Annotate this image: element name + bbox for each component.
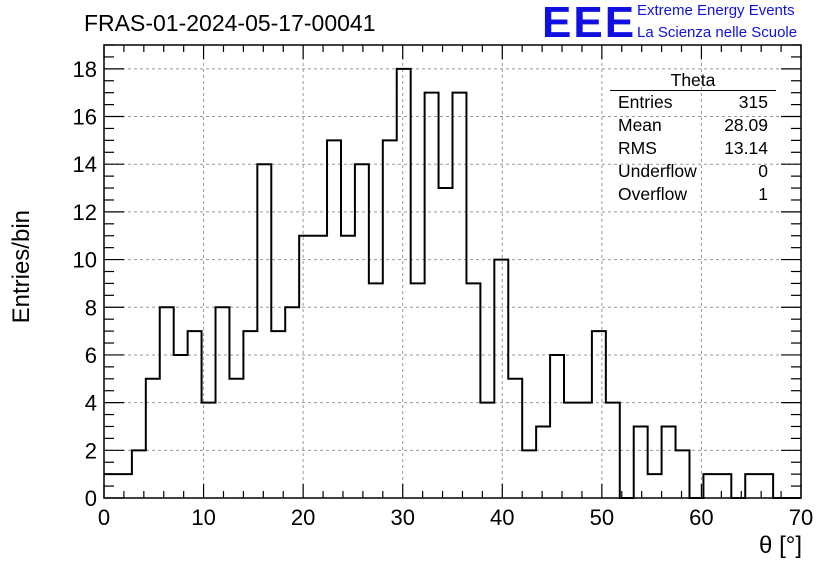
- y-tick-label: 10: [73, 248, 97, 273]
- chart-title: FRAS-01-2024-05-17-00041: [84, 10, 376, 36]
- stats-row-mean: Mean 28.09: [610, 114, 776, 137]
- plot-frame: [103, 44, 802, 499]
- y-tick-label: 14: [73, 152, 97, 177]
- stats-value: 0: [758, 161, 768, 181]
- y-tick-label: 18: [73, 57, 97, 82]
- eee-logo: EEE: [542, 0, 637, 47]
- stats-label: Overflow: [618, 184, 688, 204]
- histogram-line: [104, 67, 801, 499]
- stats-row-entries: Entries 315: [610, 91, 776, 114]
- x-tick-label: 60: [689, 505, 713, 530]
- x-tick-label: 50: [590, 505, 614, 530]
- logo-line-2: La Scienza nelle Scuole: [637, 24, 798, 41]
- y-tick-label: 16: [73, 105, 97, 130]
- stats-value: 1: [758, 184, 768, 204]
- y-tick-label: 12: [73, 200, 97, 225]
- x-axis-label: θ [°]: [759, 532, 802, 559]
- x-tick-label: 40: [490, 505, 514, 530]
- stats-title: Theta: [610, 70, 776, 91]
- y-tick-label: 6: [85, 343, 97, 368]
- stats-label: Mean: [618, 115, 662, 135]
- x-tick-label: 30: [390, 505, 414, 530]
- stats-label: RMS: [618, 138, 657, 158]
- x-tick-label: 0: [98, 505, 110, 530]
- stats-value: 28.09: [724, 115, 768, 135]
- stats-label: Entries: [618, 92, 673, 112]
- y-axis-label: Entries/bin: [8, 210, 35, 324]
- x-tick-label: 20: [291, 505, 315, 530]
- x-tick-label: 10: [191, 505, 215, 530]
- stats-row-underflow: Underflow 0: [610, 160, 776, 183]
- logo-line-1: Extreme Energy Events: [637, 2, 795, 19]
- y-tick-label: 2: [85, 438, 97, 463]
- axis-ticks: [103, 44, 802, 499]
- y-tick-label: 8: [85, 295, 97, 320]
- x-tick-label: 70: [789, 505, 813, 530]
- stats-value: 315: [738, 92, 768, 112]
- stats-label: Underflow: [618, 161, 697, 181]
- y-tick-label: 4: [85, 391, 97, 416]
- stats-box: Theta Entries 315 Mean 28.09 RMS 13.14 U…: [610, 70, 776, 206]
- stats-row-rms: RMS 13.14: [610, 137, 776, 160]
- stats-row-overflow: Overflow 1: [610, 183, 776, 206]
- stats-value: 13.14: [724, 138, 768, 158]
- y-tick-label: 0: [85, 486, 97, 511]
